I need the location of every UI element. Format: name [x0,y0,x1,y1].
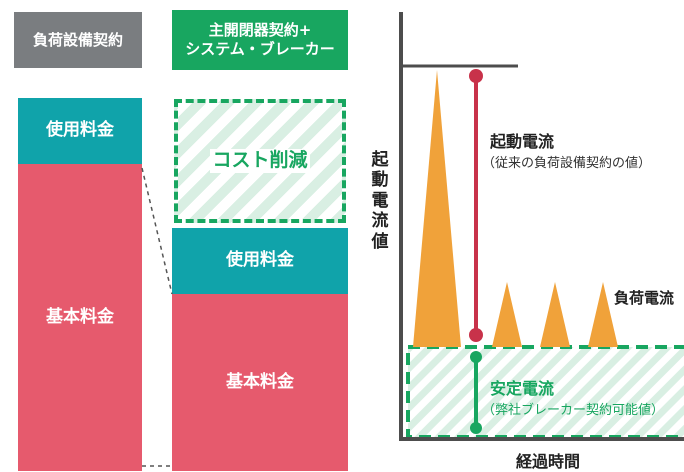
load-spike-3 [588,282,618,347]
cost-reduction-label: コスト削減 [210,149,310,173]
load-spike-2 [540,282,570,347]
cost-reduction-block: コスト削減 [174,99,346,223]
proposed-header-line1: 主開閉器契約+ [208,21,312,40]
load-spike-1 [492,282,522,347]
proposed-header-line2: システム・ブレーカー [185,40,335,58]
usage-fee-current-label: 使用料金 [46,120,114,141]
basic-fee-current-block: 基本料金 [18,164,142,471]
proposed-contract-header: 主開閉器契約+ システム・ブレーカー [172,10,348,70]
inrush-spike [413,70,461,347]
connector-line-top [141,167,173,295]
current-contract-header-label: 負荷設備契約 [32,30,123,49]
usage-fee-proposed-block: 使用料金 [172,228,348,294]
inrush-current-subtitle: （従来の負荷設備契約の値） [482,156,652,171]
inrush-top-marker [469,69,483,83]
proposed-contract-header-label: 主開閉器契約+ システム・ブレーカー [185,21,335,59]
stable-current-band [406,345,684,439]
basic-fee-current-label: 基本料金 [46,306,114,327]
inrush-current-title: 起動電流 [490,132,555,151]
load-current-label: 負荷電流 [614,289,675,307]
current-contract-header: 負荷設備契約 [14,12,142,68]
stable-top-marker [470,351,482,363]
y-axis-label: 起動電流値 [371,150,389,252]
inrush-bottom-marker [469,328,483,342]
x-axis-label: 経過時間 [516,452,581,471]
usage-fee-proposed-label: 使用料金 [226,250,294,271]
basic-fee-proposed-label: 基本料金 [226,371,294,392]
stable-current-title: 安定電流 [490,379,555,398]
usage-fee-current-block: 使用料金 [18,98,142,164]
stable-current-subtitle: （弊社ブレーカー契約可能値） [482,403,665,418]
basic-fee-proposed-block: 基本料金 [172,294,348,471]
stable-bottom-marker [470,422,482,434]
